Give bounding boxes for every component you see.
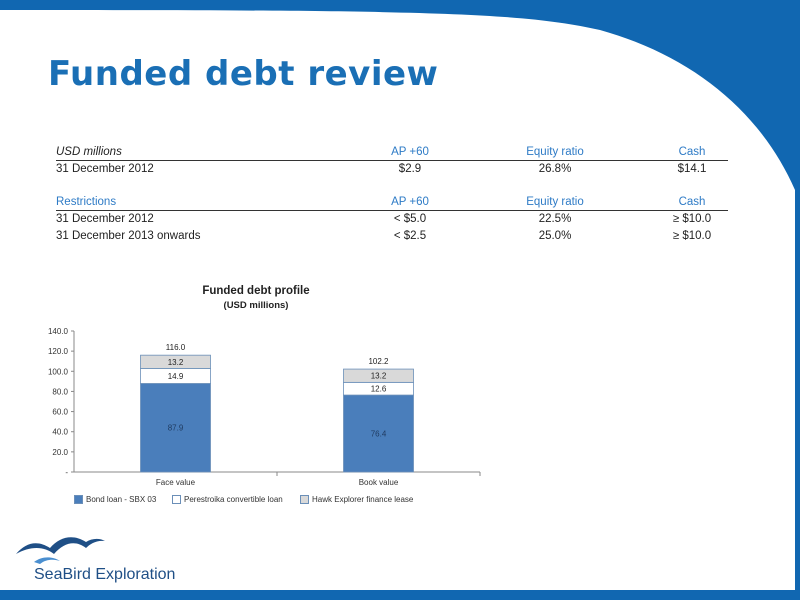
bar-segment [343, 394, 414, 473]
company-name: SeaBird Exploration [34, 566, 176, 583]
data-label: 76.4 [371, 430, 387, 439]
legend-label: Bond loan - SBX 03 [86, 495, 157, 504]
table-row: 31 December 2013 onwards [56, 230, 201, 242]
table-cell: 22.5% [538, 213, 572, 225]
total-label: 116.0 [166, 343, 186, 352]
slide-title: Funded debt review [48, 54, 439, 94]
y-tick-label: 140.0 [48, 327, 69, 336]
table2-divider [56, 210, 728, 211]
y-tick-label: - [65, 468, 68, 477]
legend-swatch [74, 495, 83, 505]
table-cell: < $2.5 [393, 230, 427, 242]
y-tick-label: 60.0 [52, 408, 68, 417]
x-tick-label: Face value [156, 478, 196, 487]
bar-segment [140, 354, 211, 369]
legend-entry: Bond loan - SBX 03 [74, 495, 157, 505]
table2-header-equity: Equity ratio [526, 196, 584, 208]
table-row: 31 December 2012 [56, 163, 154, 175]
data-label: 13.2 [371, 372, 387, 381]
legend-entry: Perestroika convertible loan [172, 495, 283, 505]
data-label: 14.9 [168, 372, 184, 381]
table1-header-equity: Equity ratio [526, 146, 584, 158]
data-label: 13.2 [168, 358, 184, 367]
legend-entry: Hawk Explorer finance lease [300, 495, 414, 505]
table1-header-cash: Cash [678, 146, 706, 158]
table-cell: 26.8% [538, 163, 572, 175]
table-row: 31 December 2012 [56, 213, 154, 225]
table-cell: ≥ $10.0 [672, 230, 712, 242]
table-cell: $2.9 [398, 163, 422, 175]
table-cell: $14.1 [677, 163, 707, 175]
y-tick-label: 80.0 [52, 387, 68, 396]
legend-label: Hawk Explorer finance lease [312, 495, 414, 504]
table2-header-ap60: AP +60 [391, 196, 429, 208]
table-cell: < $5.0 [393, 213, 427, 225]
table2-header-cash: Cash [678, 196, 706, 208]
chart-subtitle: (USD millions) [223, 300, 289, 311]
y-tick-label: 120.0 [48, 347, 69, 356]
data-label: 87.9 [168, 424, 184, 433]
table1-header-ap60: AP +60 [391, 146, 429, 158]
bottom-band [0, 590, 800, 600]
data-label: 12.6 [371, 385, 387, 394]
table1-header-label: USD millions [56, 146, 122, 158]
y-tick-label: 20.0 [52, 448, 68, 457]
y-tick-label: 40.0 [52, 428, 68, 437]
legend-swatch [300, 495, 309, 505]
bar-segment [140, 383, 211, 473]
chart-title: Funded debt profile [202, 285, 310, 297]
table2-header-label: Restrictions [56, 196, 117, 208]
legend-label: Perestroika convertible loan [184, 495, 283, 504]
table-cell: 25.0% [538, 230, 572, 242]
table-cell: ≥ $10.0 [672, 213, 712, 225]
bar-segment [343, 368, 414, 383]
table1-divider [56, 160, 728, 161]
seabird-logo-icon [16, 537, 105, 564]
x-tick-label: Book value [359, 478, 399, 487]
total-label: 102.2 [368, 357, 389, 366]
legend-swatch [172, 495, 181, 505]
y-tick-label: 100.0 [48, 367, 69, 376]
